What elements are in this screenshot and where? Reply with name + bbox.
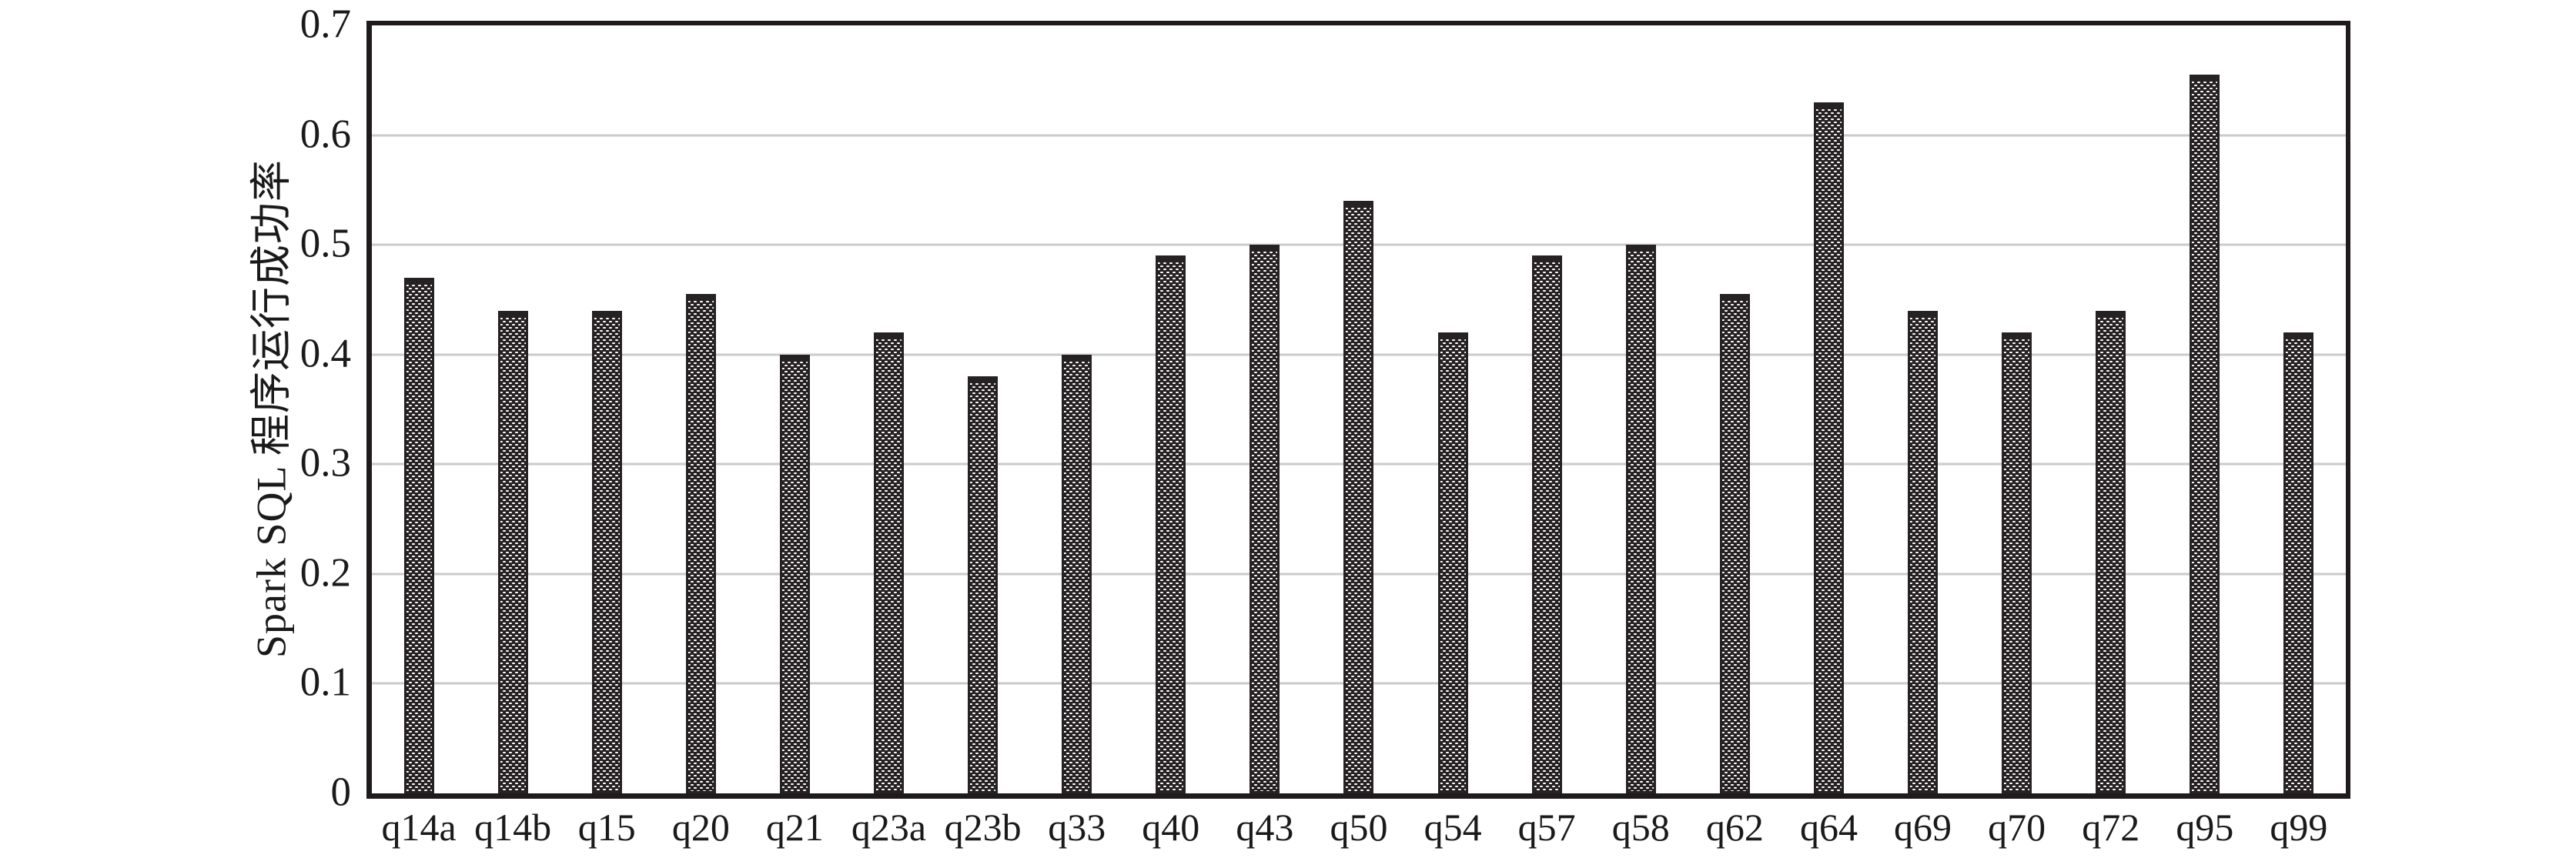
bar-q95 bbox=[2190, 75, 2220, 793]
bar-q69 bbox=[1908, 310, 1939, 793]
x-tick-label-q33: q33 bbox=[1048, 806, 1106, 849]
x-tick-label-q14a: q14a bbox=[381, 806, 457, 849]
x-tick-label-q43: q43 bbox=[1236, 806, 1294, 849]
gridline-0.6 bbox=[372, 134, 2346, 137]
x-tick-label-q54: q54 bbox=[1423, 806, 1482, 849]
x-tick-label-q70: q70 bbox=[1988, 806, 2046, 849]
y-tick-label-0.7: 0.7 bbox=[299, 2, 351, 47]
bar-slot-q40 bbox=[1124, 25, 1218, 793]
bar-q23b bbox=[968, 376, 999, 793]
x-tick-label-q95: q95 bbox=[2176, 806, 2234, 849]
x-tick-label-q20: q20 bbox=[671, 806, 730, 849]
bar-slot-q23b bbox=[936, 25, 1030, 793]
bar-q58 bbox=[1625, 245, 1656, 793]
bar-slot-q23a bbox=[841, 25, 935, 793]
y-axis-tick-labels: 0 0.1 0.2 0.3 0.4 0.5 0.6 0.7 bbox=[174, 4, 351, 813]
bar-q72 bbox=[2096, 310, 2126, 793]
bar-slot-q21 bbox=[748, 25, 841, 793]
bar-q21 bbox=[779, 354, 810, 793]
y-tick-label-0: 0 bbox=[330, 770, 352, 815]
bar-slot-q50 bbox=[1312, 25, 1406, 793]
bar-slot-q62 bbox=[1688, 25, 1781, 793]
bar-q15 bbox=[591, 310, 622, 793]
bar-q43 bbox=[1250, 245, 1280, 793]
bar-q54 bbox=[1437, 332, 1468, 793]
bar-slot-q64 bbox=[1781, 25, 1875, 793]
bar-q14b bbox=[497, 310, 528, 793]
bar-slot-q57 bbox=[1500, 25, 1594, 793]
bar-q64 bbox=[1813, 102, 1844, 793]
bar-slot-q99 bbox=[2252, 25, 2346, 793]
bar-slot-q14b bbox=[466, 25, 560, 793]
bar-slot-q95 bbox=[2158, 25, 2252, 793]
bar-q14a bbox=[403, 277, 434, 793]
bar-slot-q70 bbox=[1970, 25, 2064, 793]
x-tick-label-q99: q99 bbox=[2270, 806, 2328, 849]
x-tick-label-q58: q58 bbox=[1611, 806, 1670, 849]
bar-slot-q43 bbox=[1218, 25, 1312, 793]
x-tick-label-q64: q64 bbox=[1799, 806, 1858, 849]
x-tick-label-q40: q40 bbox=[1142, 806, 1200, 849]
x-tick-label-q57: q57 bbox=[1517, 806, 1576, 849]
bar-slot-q15 bbox=[560, 25, 654, 793]
y-tick-label-0.5: 0.5 bbox=[299, 221, 351, 266]
bar-slot-q72 bbox=[2064, 25, 2158, 793]
bar-q62 bbox=[1719, 294, 1750, 793]
bar-q33 bbox=[1062, 354, 1092, 793]
bar-q70 bbox=[2002, 332, 2032, 793]
bar-q40 bbox=[1156, 255, 1186, 793]
bar-slot-q14a bbox=[372, 25, 466, 793]
y-tick-label-0.4: 0.4 bbox=[299, 331, 351, 376]
bar-q23a bbox=[874, 332, 905, 793]
x-tick-label-q14b: q14b bbox=[474, 806, 552, 849]
bar-q99 bbox=[2283, 332, 2314, 793]
x-tick-label-q15: q15 bbox=[577, 806, 636, 849]
bar-slot-q20 bbox=[654, 25, 748, 793]
bar-slot-q58 bbox=[1594, 25, 1688, 793]
bar-series bbox=[372, 25, 2346, 793]
bar-q57 bbox=[1531, 255, 1562, 793]
x-tick-label-q69: q69 bbox=[1894, 806, 1952, 849]
bar-q50 bbox=[1343, 201, 1374, 793]
y-tick-label-0.6: 0.6 bbox=[299, 112, 351, 157]
x-tick-label-q23b: q23b bbox=[944, 806, 1022, 849]
y-tick-label-0.3: 0.3 bbox=[299, 440, 351, 486]
plot-area: 0 0.1 0.2 0.3 0.4 0.5 0.6 0.7 q14a q14b q15 q20 q21… bbox=[300, 4, 2350, 846]
x-tick-label-q23a: q23a bbox=[851, 806, 927, 849]
x-tick-label-q62: q62 bbox=[1705, 806, 1764, 849]
bar-slot-q54 bbox=[1406, 25, 1500, 793]
bar-q20 bbox=[685, 294, 716, 793]
x-axis-tick-labels: q14a q14b q15 q20 q21 q23a q23b q33 q40 q43 q50 q54… bbox=[372, 808, 2346, 846]
y-tick-label-0.1: 0.1 bbox=[299, 659, 351, 705]
x-tick-label-q72: q72 bbox=[2082, 806, 2140, 849]
bar-slot-q33 bbox=[1030, 25, 1124, 793]
bar-slot-q69 bbox=[1876, 25, 1970, 793]
plot-border bbox=[366, 21, 2350, 799]
x-tick-label-q21: q21 bbox=[765, 806, 824, 849]
x-tick-label-q50: q50 bbox=[1330, 806, 1388, 849]
y-tick-label-0.2: 0.2 bbox=[299, 550, 351, 596]
